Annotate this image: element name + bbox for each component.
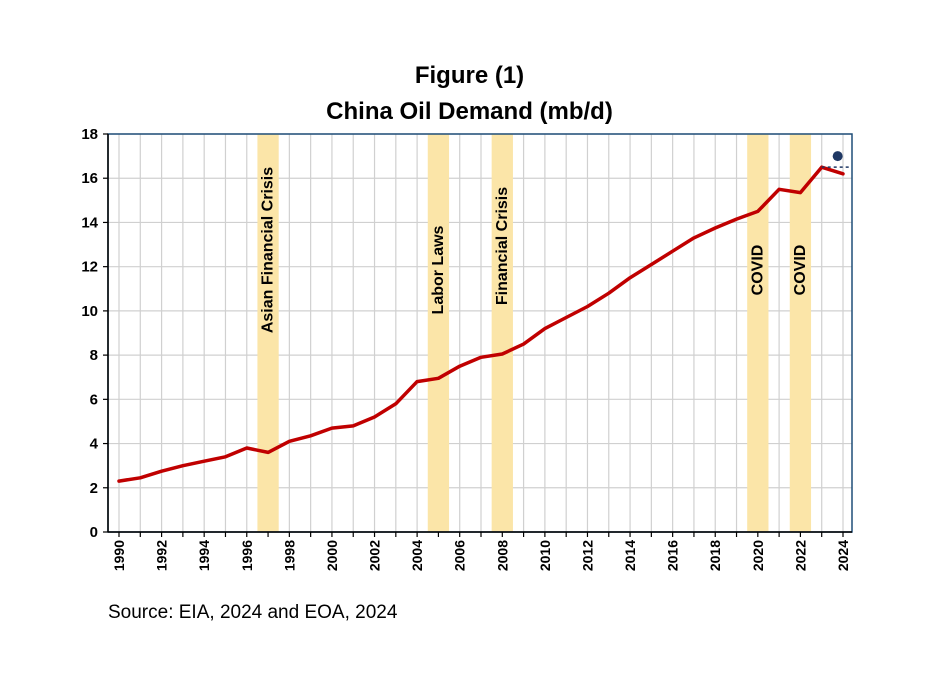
x-tick-label: 2016 [665, 540, 681, 571]
plot-frame [107, 133, 853, 533]
x-tick-label: 1990 [111, 540, 127, 571]
chart-title-line-1: Figure (1) [414, 62, 525, 89]
y-tick-label: 18 [81, 126, 98, 143]
y-tick-label: 16 [81, 170, 98, 187]
y-tick-label: 12 [81, 259, 98, 276]
x-tick-label: 2022 [792, 540, 808, 571]
event-band [257, 134, 279, 532]
y-tick-label: 2 [90, 480, 98, 497]
x-tick-label: 1996 [239, 540, 255, 571]
event-band [747, 134, 769, 532]
x-tick-label: 2014 [622, 540, 638, 571]
series-lines [117, 165, 845, 483]
y-axis-ticks: 0 2 4 6 8 10 12 14 16 18 [81, 126, 108, 541]
x-tick-label: 2010 [537, 540, 553, 571]
event-band-label: Labor Laws [430, 225, 447, 314]
y-tick-label: 0 [90, 524, 98, 541]
y-tick-label: 6 [90, 391, 98, 408]
x-tick-label: 2018 [707, 540, 723, 571]
event-bands: Asian Financial Crisis Labor Laws Financia… [257, 134, 812, 532]
y-tick-label: 10 [81, 303, 98, 320]
grid [108, 133, 852, 533]
axes [107, 133, 853, 533]
x-tick-label: 2008 [494, 540, 510, 571]
y-tick-label: 14 [81, 214, 98, 231]
x-tick-label: 1994 [196, 540, 212, 571]
x-tick-label: 1992 [154, 540, 170, 571]
x-tick-label: 2004 [409, 540, 425, 571]
x-axis-ticks: 1990 1992 1994 1996 1998 2000 2002 2004 2006 2008… [111, 532, 851, 571]
event-band-label: COVID [749, 245, 766, 296]
chart-title-line-2: China Oil Demand (mb/d) [326, 98, 613, 125]
y-tick-label: 8 [90, 347, 98, 364]
forecast-marker [832, 151, 843, 162]
event-band [789, 134, 812, 532]
event-band [491, 134, 513, 532]
x-tick-label: 2024 [835, 540, 851, 571]
x-tick-label: 2020 [750, 540, 766, 571]
x-tick-label: 2012 [579, 540, 595, 571]
event-band-label: Asian Financial Crisis [260, 167, 277, 333]
x-tick-label: 2002 [367, 540, 383, 571]
series-line [117, 165, 845, 483]
event-band-label: COVID [792, 245, 809, 296]
event-band-label: Financial Crisis [494, 187, 511, 305]
y-tick-label: 4 [90, 436, 99, 453]
x-tick-label: 2000 [324, 540, 340, 571]
source-note: Source: EIA, 2024 and EOA, 2024 [108, 602, 398, 623]
x-tick-label: 1998 [281, 540, 297, 571]
event-band [427, 134, 450, 532]
x-tick-label: 2006 [452, 540, 468, 571]
markers [821, 151, 850, 168]
